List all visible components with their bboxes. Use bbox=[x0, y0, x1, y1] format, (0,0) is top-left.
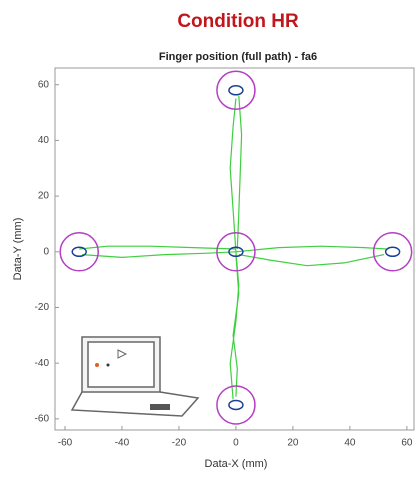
y-axis-label: Data-Y (mm) bbox=[12, 218, 24, 281]
y-tick-label: 40 bbox=[38, 135, 50, 146]
y-tick-label: -60 bbox=[35, 414, 50, 425]
x-tick-label: 40 bbox=[344, 438, 356, 449]
chart: Condition HR Finger position (full path)… bbox=[0, 0, 416, 478]
y-tick-label: -20 bbox=[35, 302, 50, 313]
y-tick-label: 60 bbox=[38, 79, 50, 90]
x-axis-label: Data-X (mm) bbox=[205, 458, 268, 470]
x-tick-label: 20 bbox=[287, 438, 299, 449]
x-tick-label: -20 bbox=[172, 438, 187, 449]
y-tick-label: -40 bbox=[35, 358, 50, 369]
x-tick-label: 60 bbox=[401, 438, 413, 449]
chart-title: Condition HR bbox=[177, 11, 299, 32]
y-tick-label: 20 bbox=[38, 191, 50, 202]
page: {"chart_data": {"type": "trajectory", "t… bbox=[0, 0, 416, 478]
x-tick-label: -40 bbox=[115, 438, 130, 449]
x-tick-label: -60 bbox=[58, 438, 73, 449]
x-tick-label: 0 bbox=[233, 438, 239, 449]
y-tick-label: 0 bbox=[43, 246, 49, 257]
chart-subtitle: Finger position (full path) - fa6 bbox=[159, 51, 317, 63]
